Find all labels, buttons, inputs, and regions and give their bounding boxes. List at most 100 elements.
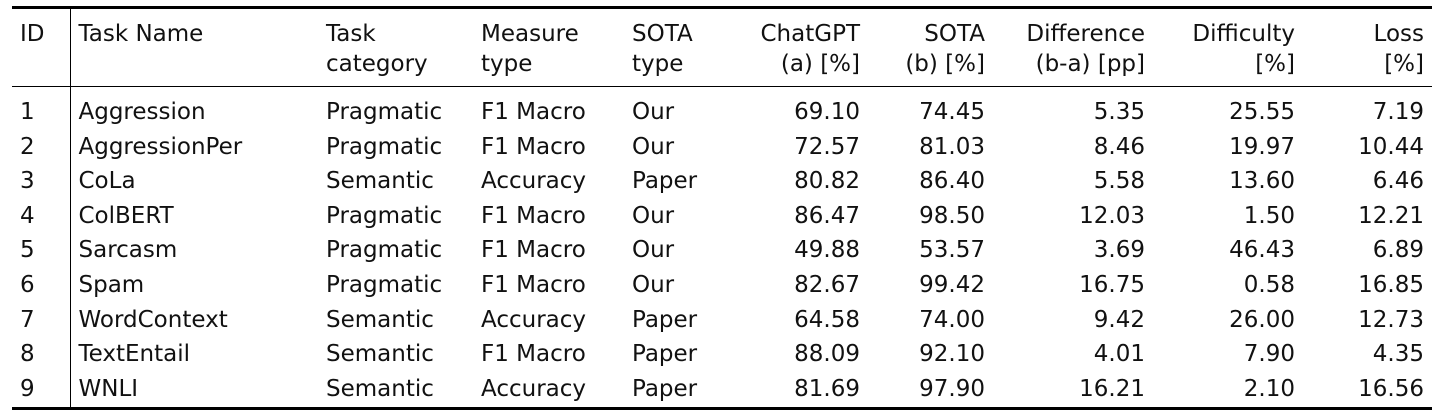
cell-id: 9 [12,371,71,409]
cell-measure-type: F1 Macro [481,202,586,229]
cell-task-name: CoLa [78,168,136,195]
cell-sota: 92.10 [919,341,985,368]
cell-task-name: Aggression [78,98,206,125]
table-row: 2 AggressionPer Pragmatic F1 Macro Our 7… [12,129,1432,165]
cell-measure-type: Accuracy [481,306,587,333]
table-row: 5 Sarcasm Pragmatic F1 Macro Our 49.88 5… [12,233,1432,268]
cell-sota-type: Paper [632,341,698,368]
cell-sota-type: Our [632,202,675,229]
cell-sota-type: Our [632,133,675,160]
cell-task-name: ColBERT [78,202,174,229]
cell-loss: 10.44 [1358,133,1424,160]
cell-difficulty: 25.55 [1229,98,1295,125]
cell-loss: 7.19 [1372,98,1424,125]
cell-difficulty: 26.00 [1229,306,1295,333]
cell-id: 3 [12,164,71,199]
cell-chatgpt: 82.67 [794,271,860,298]
cell-task-category: Semantic [326,341,434,368]
header-task-category-line2: category [326,51,428,78]
cell-loss: 16.56 [1358,375,1424,402]
cell-task-category: Pragmatic [326,271,443,298]
cell-sota-type: Paper [632,375,698,402]
header-task-category-line1: Task [326,21,376,47]
cell-task-category: Semantic [326,168,434,195]
cell-id: 1 [12,86,71,130]
cell-sota: 74.45 [919,98,985,125]
header-row: ID Task Name Task category Measure type … [12,7,1432,87]
cell-difference: 8.46 [1093,133,1145,160]
cell-difficulty: 13.60 [1229,168,1295,195]
header-difference: Difference (b-a) [pp] [993,8,1153,87]
table-row: 4 ColBERT Pragmatic F1 Macro Our 86.47 9… [12,198,1432,234]
cell-sota: 98.50 [919,202,985,229]
cell-difference: 3.69 [1093,237,1145,264]
cell-measure-type: F1 Macro [481,98,586,125]
cell-sota: 97.90 [919,375,985,402]
cell-difficulty: 19.97 [1229,133,1295,160]
table-row: 6 Spam Pragmatic F1 Macro Our 82.67 99.4… [12,267,1432,303]
header-loss-line1: Loss [1373,21,1424,47]
cell-difficulty: 0.58 [1243,271,1295,298]
header-difference-line2: (b-a) [pp] [1035,51,1145,78]
header-loss-line2: [%] [1384,51,1424,78]
cell-measure-type: F1 Macro [481,237,586,264]
cell-measure-type: Accuracy [481,168,587,195]
header-difference-line1: Difference [1026,21,1145,47]
header-task-category: Task category [318,8,473,87]
results-table-container: ID Task Name Task category Measure type … [12,6,1432,410]
cell-difference: 16.75 [1079,271,1145,298]
cell-task-name: WordContext [78,306,228,333]
table-row: 7 WordContext Semantic Accuracy Paper 64… [12,302,1432,338]
cell-task-category: Semantic [326,306,434,333]
cell-task-name: TextEntail [78,341,191,368]
cell-sota-type: Our [632,271,675,298]
cell-chatgpt: 72.57 [794,133,860,160]
header-id-line1: ID [20,21,45,47]
cell-measure-type: F1 Macro [481,271,586,298]
cell-task-category: Pragmatic [326,202,443,229]
cell-chatgpt: 64.58 [794,306,860,333]
cell-difference: 16.21 [1079,375,1145,402]
header-chatgpt: ChatGPT (a) [%] [728,8,868,87]
header-measure-type-line2: type [481,51,533,78]
cell-task-name: Sarcasm [78,237,178,264]
table-row: 3 CoLa Semantic Accuracy Paper 80.82 86.… [12,164,1432,199]
cell-loss: 6.89 [1372,237,1424,264]
cell-chatgpt: 49.88 [794,237,860,264]
cell-task-category: Pragmatic [326,237,443,264]
cell-id: 4 [12,198,71,234]
cell-sota-type: Paper [632,168,698,195]
cell-loss: 4.35 [1372,341,1424,368]
cell-id: 6 [12,267,71,303]
header-difficulty-line2: [%] [1255,51,1295,78]
header-sota-type-line1: SOTA [632,21,693,47]
header-sota-type-line2: type [632,51,684,78]
cell-difficulty: 1.50 [1243,202,1295,229]
cell-difficulty: 2.10 [1243,375,1295,402]
cell-task-name: AggressionPer [78,133,243,160]
header-id: ID [12,7,71,87]
cell-measure-type: F1 Macro [481,133,586,160]
cell-difference: 5.58 [1093,168,1145,195]
cell-id: 7 [12,302,71,338]
header-task-name: Task Name [70,8,318,87]
cell-loss: 6.46 [1372,168,1424,195]
table-row: 1 Aggression Pragmatic F1 Macro Our 69.1… [12,86,1432,130]
cell-sota-type: Our [632,98,675,125]
header-task-name-line1: Task Name [78,21,204,47]
header-difficulty: Difficulty [%] [1153,8,1303,87]
cell-sota-type: Paper [632,306,698,333]
cell-sota-type: Our [632,237,675,264]
cell-difference: 12.03 [1079,202,1145,229]
table-row: 8 TextEntail Semantic F1 Macro Paper 88.… [12,337,1432,372]
cell-sota: 53.57 [919,237,985,264]
cell-sota: 74.00 [919,306,985,333]
cell-chatgpt: 81.69 [794,375,860,402]
header-sota-line1: SOTA [924,21,985,47]
cell-task-name: Spam [78,271,145,298]
cell-loss: 12.21 [1358,202,1424,229]
cell-sota: 99.42 [919,271,985,298]
cell-id: 8 [12,337,71,372]
cell-difference: 5.35 [1093,98,1145,125]
cell-id: 2 [12,129,71,165]
